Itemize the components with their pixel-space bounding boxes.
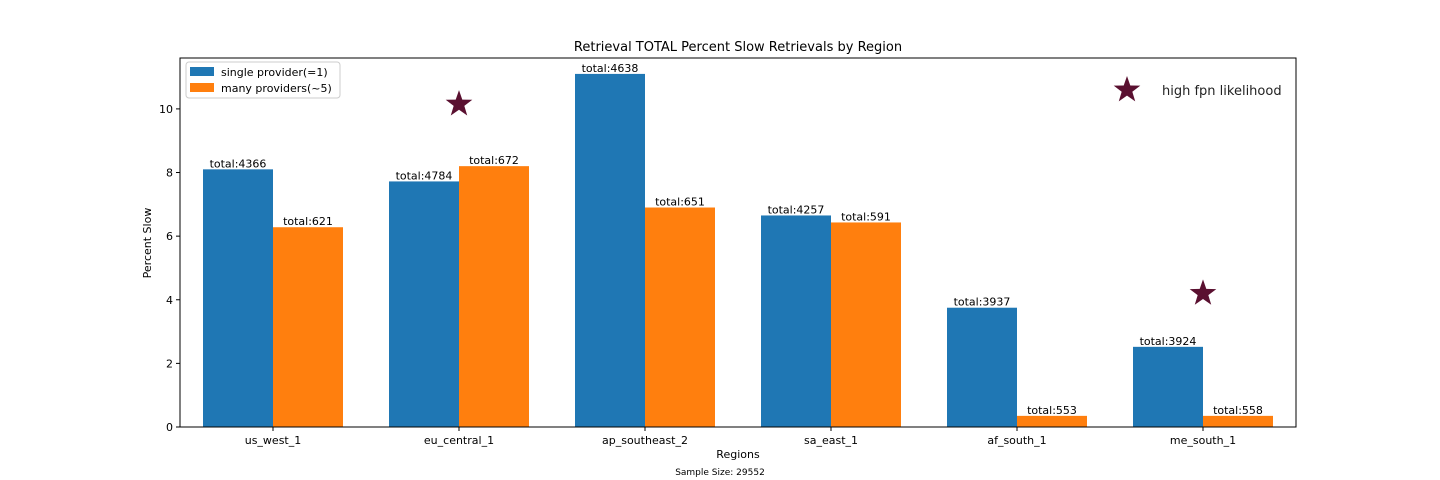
bar-me_south_1-series-1	[1203, 415, 1273, 427]
chart-title: Retrieval TOTAL Percent Slow Retrievals …	[574, 40, 902, 55]
data-label-us_west_1-series-1: total:621	[283, 215, 333, 228]
data-label-ap_southeast_2-series-0: total:4638	[582, 62, 639, 75]
data-label-sa_east_1-series-0: total:4257	[768, 203, 825, 216]
legend-swatch-series-0	[190, 67, 214, 76]
y-tick-label: 10	[159, 103, 173, 116]
y-axis-label: Percent Slow	[141, 208, 154, 279]
bar-ap_southeast_2-series-1	[645, 207, 715, 427]
legend-box	[185, 61, 341, 99]
y-tick-label: 0	[166, 421, 173, 434]
y-tick-label: 8	[166, 167, 173, 180]
bar-af_south_1-series-0	[947, 307, 1017, 427]
bar-af_south_1-series-1	[1017, 415, 1087, 427]
legend-swatch-series-1	[190, 83, 214, 92]
high-fpn-star-icon	[1189, 279, 1217, 305]
y-tick-label: 2	[166, 357, 173, 370]
bar-us_west_1-series-0	[203, 169, 273, 427]
x-tick-label-me_south_1: me_south_1	[1170, 434, 1236, 447]
data-label-me_south_1-series-0: total:3924	[1140, 335, 1197, 348]
bar-sa_east_1-series-0	[761, 215, 831, 427]
x-tick-label-sa_east_1: sa_east_1	[804, 434, 858, 447]
data-label-af_south_1-series-0: total:3937	[954, 296, 1011, 309]
bar-eu_central_1-series-1	[459, 166, 529, 428]
x-tick-label-us_west_1: us_west_1	[245, 434, 302, 447]
x-tick-label-ap_southeast_2: ap_southeast_2	[602, 434, 688, 447]
bar-sa_east_1-series-1	[831, 222, 901, 427]
sample-size-note: Sample Size: 29552	[675, 468, 765, 478]
y-tick-label: 4	[166, 294, 173, 307]
data-label-af_south_1-series-1: total:553	[1027, 404, 1077, 417]
y-tick-label: 6	[166, 230, 173, 243]
axes-frame	[179, 57, 1297, 428]
legend-label-series-1: many providers(~5)	[221, 82, 332, 95]
data-label-ap_southeast_2-series-1: total:651	[655, 196, 705, 209]
data-label-us_west_1-series-0: total:4366	[210, 157, 267, 170]
high-fpn-star-icon	[445, 90, 473, 116]
legend-label-series-0: single provider(=1)	[221, 66, 328, 79]
bar-ap_southeast_2-series-0	[575, 73, 645, 427]
data-label-me_south_1-series-1: total:558	[1213, 404, 1263, 417]
bar-eu_central_1-series-0	[389, 181, 459, 427]
bar-me_south_1-series-0	[1133, 346, 1203, 427]
x-axis-label: Regions	[716, 448, 760, 461]
plot-area: total:4366 total:4784 total:4638 total:4257…	[159, 57, 1297, 447]
bar-us_west_1-series-1	[273, 227, 343, 427]
data-label-eu_central_1-series-1: total:672	[469, 154, 519, 167]
x-tick-label-eu_central_1: eu_central_1	[424, 434, 494, 447]
data-label-sa_east_1-series-1: total:591	[841, 210, 891, 223]
marker-legend-star-icon	[1113, 76, 1141, 102]
data-label-eu_central_1-series-0: total:4784	[396, 169, 453, 182]
marker-legend-label: high fpn likelihood	[1162, 84, 1282, 99]
x-tick-label-af_south_1: af_south_1	[987, 434, 1046, 447]
